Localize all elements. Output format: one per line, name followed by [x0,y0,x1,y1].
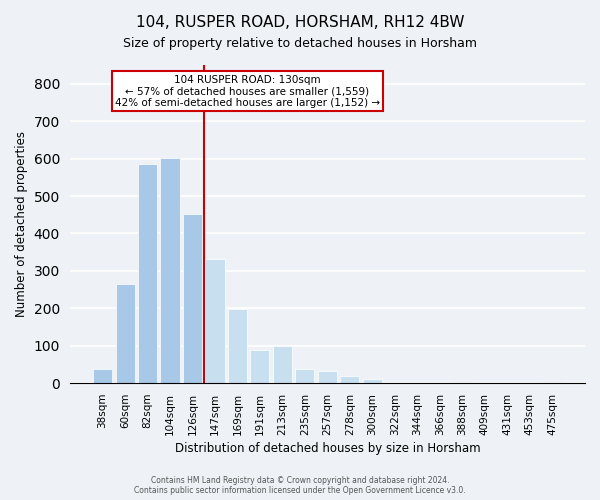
Bar [205,258,224,383]
Bar [250,350,269,383]
Bar [93,369,112,383]
Bar [295,369,314,383]
Bar [138,164,157,383]
Bar [318,371,337,383]
Bar [183,214,202,383]
Text: 104, RUSPER ROAD, HORSHAM, RH12 4BW: 104, RUSPER ROAD, HORSHAM, RH12 4BW [136,15,464,30]
Bar [363,380,382,383]
Bar [340,376,359,383]
Y-axis label: Number of detached properties: Number of detached properties [15,131,28,317]
Bar [228,310,247,383]
Bar [160,158,179,383]
Bar [273,346,292,383]
Text: Size of property relative to detached houses in Horsham: Size of property relative to detached ho… [123,38,477,51]
Text: Contains HM Land Registry data © Crown copyright and database right 2024.
Contai: Contains HM Land Registry data © Crown c… [134,476,466,495]
Bar [452,382,472,383]
Bar [542,382,562,383]
Text: 104 RUSPER ROAD: 130sqm
← 57% of detached houses are smaller (1,559)
42% of semi: 104 RUSPER ROAD: 130sqm ← 57% of detache… [115,74,380,108]
X-axis label: Distribution of detached houses by size in Horsham: Distribution of detached houses by size … [175,442,480,455]
Bar [116,284,134,383]
